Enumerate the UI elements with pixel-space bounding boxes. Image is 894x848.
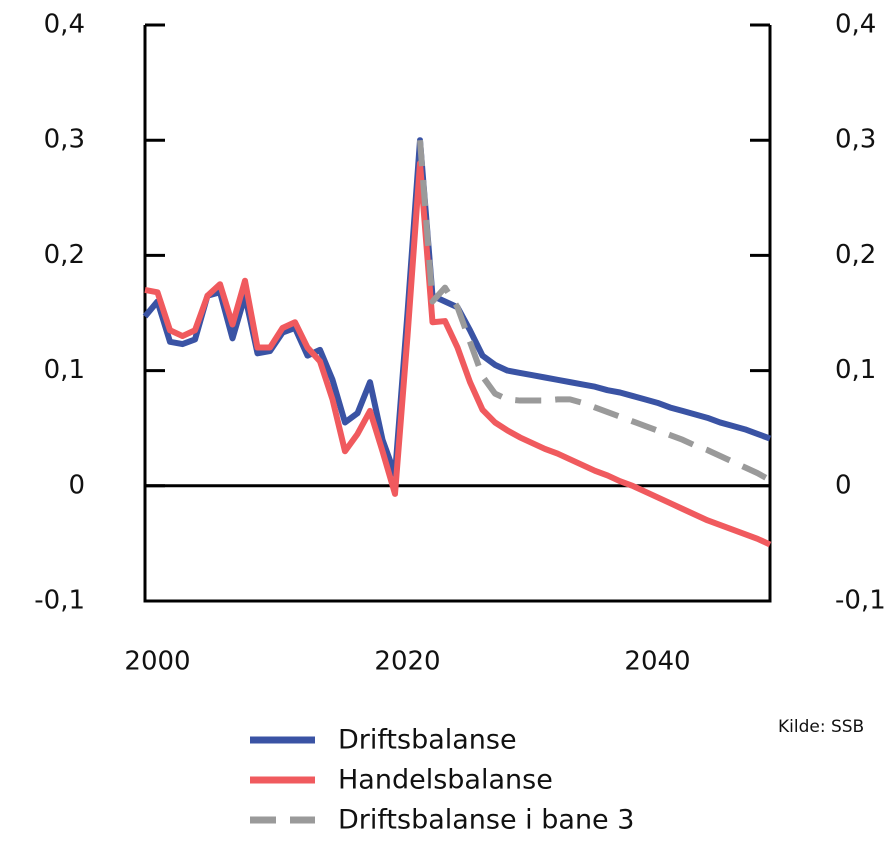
- y-tick-label: 0,4: [44, 10, 85, 40]
- y2-tick-label: 0,4: [835, 10, 876, 40]
- y2-tick-label: 0: [835, 470, 852, 500]
- y-tick-label: 0: [68, 470, 85, 500]
- series-line: [144, 160, 772, 548]
- y2-tick-label: 0,1: [835, 355, 876, 385]
- x-tick-label: 2020: [374, 647, 440, 677]
- y-tick-label: 0,3: [44, 125, 85, 155]
- legend-label: Driftsbalanse: [338, 725, 517, 756]
- y2-tick-label: 0,3: [835, 125, 876, 155]
- legend-label: Driftsbalanse i bane 3: [338, 805, 634, 836]
- y-tick-label: 0,1: [44, 355, 85, 385]
- x-tick-label: 2040: [624, 647, 690, 677]
- series-line: [417, 139, 772, 483]
- y-tick-label: -0,1: [34, 586, 85, 616]
- y2-tick-label: 0,2: [835, 240, 876, 270]
- x-tick-label: 2000: [124, 647, 190, 677]
- legend-label: Handelsbalanse: [338, 765, 553, 796]
- source-note: Kilde: SSB: [778, 717, 864, 737]
- y-tick-label: 0,2: [44, 240, 85, 270]
- y2-tick-label: -0,1: [835, 586, 886, 616]
